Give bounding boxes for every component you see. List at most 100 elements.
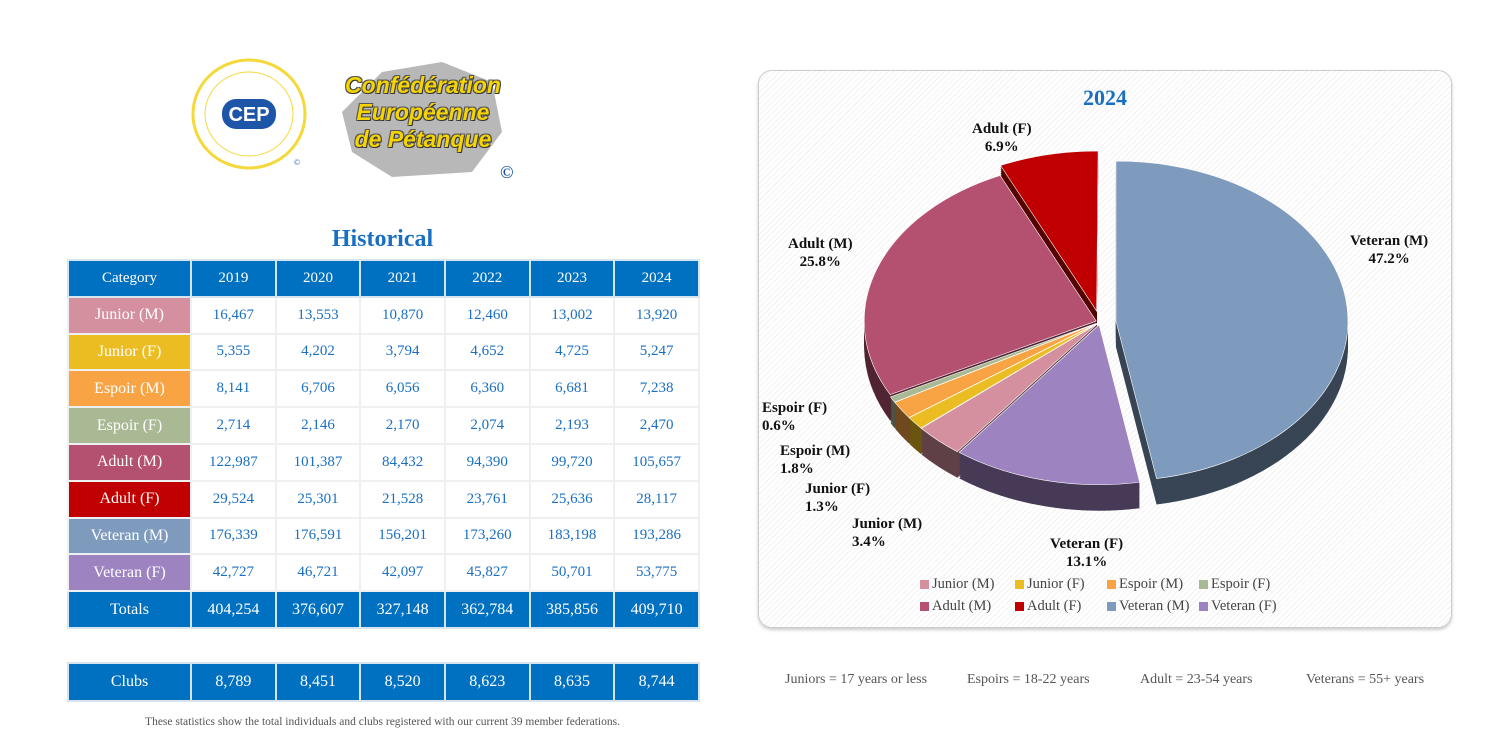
label-junior-m: Junior (M) 3.4% [852,516,923,550]
value-cell: 25,301 [274,479,362,519]
legend-swatch [1199,602,1208,611]
value-cell: 122,987 [190,442,277,482]
footnote: These statistics show the total individu… [145,716,620,728]
value-cell: 21,528 [359,479,446,519]
legend-swatch [920,602,929,611]
column-header: 2023 [528,259,616,298]
value-cell: 2,470 [613,406,700,445]
legend-swatch [1199,580,1208,589]
cep-seal-logo: CEP © [190,57,308,171]
value-cell: 4,202 [274,332,362,372]
wordmark-line: de Pétanque [354,126,492,152]
value-cell: 156,201 [359,516,446,556]
category-cell: Veteran (M) [67,516,192,556]
legend-label: Veteran (M) [1119,598,1190,614]
value-cell: 183,198 [528,516,616,556]
legend-label: Adult (M) [932,598,992,614]
pie-slice-adult-m [863,175,1097,395]
value-cell: 7,238 [613,369,700,409]
table-row: Adult (F) 29,524 25,301 21,528 23,761 25,636 2… [67,479,700,519]
clubs-value: 8,520 [359,662,446,702]
clubs-value: 8,635 [528,662,616,702]
value-cell: 2,193 [528,406,616,445]
clubs-value: 8,451 [274,662,362,702]
value-cell: 12,460 [443,295,531,335]
category-cell: Veteran (F) [67,553,192,593]
value-cell: 105,657 [613,442,700,482]
historical-table: Category 2019 2020 2021 2022 2023 2024 Junior … [67,259,700,629]
value-cell: 28,117 [613,479,700,519]
historical-title: Historical [331,226,434,252]
svg-text:©: © [500,162,513,182]
pie-slice-junior-f [908,323,1098,429]
value-cell: 42,727 [190,553,277,593]
definition: Juniors = 17 years or less [785,672,928,687]
totals-value: 362,784 [443,590,531,629]
totals-value: 327,148 [359,590,446,629]
definition: Veterans = 55+ years [1306,672,1425,687]
table-header-row: Category 2019 2020 2021 2022 2023 2024 [67,259,700,298]
value-cell: 99,720 [528,442,616,482]
value-cell: 3,794 [359,332,446,372]
value-cell: 2,170 [359,406,446,445]
legend-label: Adult (F) [1027,598,1082,614]
value-cell: 84,432 [359,442,446,482]
value-cell: 25,636 [528,479,616,519]
value-cell: 101,387 [274,442,362,482]
value-cell: 42,097 [359,553,446,593]
legend-swatch [1015,602,1024,611]
legend-label: Junior (F) [1027,576,1085,592]
value-cell: 2,714 [190,406,277,445]
wordmark-line: Confédération [345,72,501,98]
value-cell: 46,721 [274,553,362,593]
column-header: 2021 [359,259,446,298]
value-cell: 4,652 [443,332,531,372]
legend-item: Junior (F) [1015,576,1107,593]
value-cell: 6,706 [274,369,362,409]
definition: Adult = 23-54 years [1140,672,1253,687]
value-cell: 176,591 [274,516,362,556]
column-header: 2019 [190,259,277,298]
clubs-row: Clubs 8,789 8,451 8,520 8,623 8,635 8,744 [67,662,700,702]
legend-item: Espoir (F) [1199,576,1299,593]
legend-item: Adult (M) [920,598,1015,615]
clubs-value: 8,744 [613,662,700,702]
pie-slice-junior-m [920,323,1098,453]
column-header: 2020 [274,259,362,298]
label-espoir-m: Espoir (M) 1.8% [780,443,851,477]
clubs-table: Clubs 8,789 8,451 8,520 8,623 8,635 8,744 [67,662,700,702]
value-cell: 4,725 [528,332,616,372]
value-cell: 13,920 [613,295,700,335]
clubs-label: Clubs [67,662,192,702]
totals-value: 409,710 [613,590,700,629]
category-cell: Junior (M) [67,295,192,335]
totals-value: 385,856 [528,590,616,629]
chart-legend: Junior (M) Junior (F) Espoir (M) Espoir (F)… [920,576,1300,615]
table-row: Junior (M) 16,467 13,553 10,870 12,460 13,002… [67,295,700,335]
legend-item: Junior (M) [920,576,1015,593]
column-header: 2024 [613,259,700,298]
label-junior-f: Junior (F) 1.3% [805,481,871,515]
chart-title: 2024 [1083,85,1127,110]
totals-row: Totals 404,254 376,607 327,148 362,784 385,85… [67,590,700,629]
legend-swatch [1107,580,1116,589]
legend-swatch [920,580,929,589]
value-cell: 29,524 [190,479,277,519]
label-adult-m: Adult (M) 25.8% [788,236,853,270]
pie-slice-espoir-f [889,323,1097,403]
value-cell: 16,467 [190,295,277,335]
value-cell: 45,827 [443,553,531,593]
value-cell: 13,553 [274,295,362,335]
value-cell: 176,339 [190,516,277,556]
value-cell: 10,870 [359,295,446,335]
legend-swatch [1015,580,1024,589]
legend-label: Espoir (M) [1119,576,1184,592]
cep-wordmark-logo: © Confédération Européenne de Pétanque [322,52,522,182]
pie-slice-adult-f [1000,150,1099,313]
category-cell: Espoir (M) [67,369,192,409]
value-cell: 5,247 [613,332,700,372]
table-row: Espoir (F) 2,714 2,146 2,170 2,074 2,193 2,470 [67,406,700,445]
clubs-value: 8,789 [190,662,277,702]
value-cell: 50,701 [528,553,616,593]
